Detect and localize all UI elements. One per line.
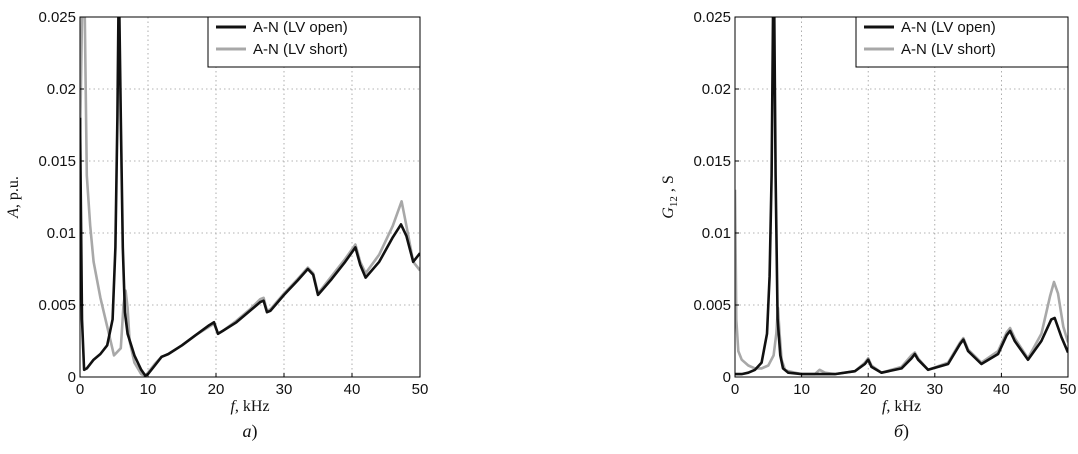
legend-box: [855, 16, 1069, 68]
chart-a-legend: A-N (LV open) A-N (LV short): [207, 16, 421, 68]
chart-a-y-axis-label: A, p.u.: [5, 176, 22, 219]
legend-label: A-N (LV open): [253, 19, 348, 36]
x-tick-label: 0: [76, 381, 84, 398]
y-tick-label: 0.015: [38, 153, 76, 170]
y-tick-label: 0.015: [693, 153, 731, 170]
x-tick-label: 30: [276, 381, 293, 398]
y-tick-label: 0.005: [38, 297, 76, 314]
chart-a-plot-frame: [79, 16, 421, 378]
x-tick-label: 10: [140, 381, 157, 398]
x-tick-label: 50: [412, 381, 429, 398]
series-line-1: [80, 17, 420, 377]
chart-b-series: [735, 17, 1068, 376]
chart-b-x-axis-label: f, kHz: [882, 398, 921, 415]
legend-label: A-N (LV short): [901, 41, 996, 58]
x-tick-label: 0: [731, 381, 739, 398]
x-tick-label: 10: [793, 381, 810, 398]
x-tick-label: 40: [993, 381, 1010, 398]
legend-box: [207, 16, 421, 68]
chart-b-legend: A-N (LV open) A-N (LV short): [855, 16, 1069, 68]
chart-a-caption: a): [243, 421, 258, 442]
chart-panel-b: 0 10 20 30 40 50 0 0.005 0.01 0.015 0.02 0.025 A-N …: [660, 9, 1076, 442]
series-line-0: [735, 17, 1068, 376]
chart-a-ticks: 0 10 20 30 40 50 0 0.005 0.01 0.015 0.02 0.025: [38, 9, 428, 398]
legend-label: A-N (LV open): [901, 19, 996, 36]
y-tick-label: 0.02: [47, 81, 76, 98]
y-tick-label: 0.01: [702, 225, 731, 242]
chart-b-ticks: 0 10 20 30 40 50 0 0.005 0.01 0.015 0.02 0.025: [693, 9, 1076, 398]
x-tick-label: 40: [344, 381, 361, 398]
y-tick-label: 0: [723, 369, 731, 386]
chart-panel-a: 0 10 20 30 40 50 0 0.005 0.01 0.015 0.02 0.025 A-N …: [5, 9, 428, 442]
x-tick-label: 30: [926, 381, 943, 398]
chart-a-x-axis-label: f, kHz: [230, 398, 269, 415]
x-tick-label: 20: [860, 381, 877, 398]
chart-a-series: [80, 17, 420, 377]
y-tick-label: 0.005: [693, 297, 731, 314]
chart-b-grid: [735, 17, 1068, 377]
y-tick-label: 0: [68, 369, 76, 386]
chart-b-y-axis-label: G12 , S: [660, 175, 680, 218]
y-tick-label: 0.025: [38, 9, 76, 26]
y-tick-label: 0.025: [693, 9, 731, 26]
chart-b-caption: б): [894, 421, 909, 442]
series-line-0: [80, 17, 420, 377]
y-tick-label: 0.02: [702, 81, 731, 98]
legend-label: A-N (LV short): [253, 41, 348, 58]
x-tick-label: 50: [1060, 381, 1077, 398]
chart-b-plot-frame: [734, 16, 1069, 378]
x-tick-label: 20: [208, 381, 225, 398]
chart-a-grid: [80, 17, 420, 377]
y-tick-label: 0.01: [47, 225, 76, 242]
